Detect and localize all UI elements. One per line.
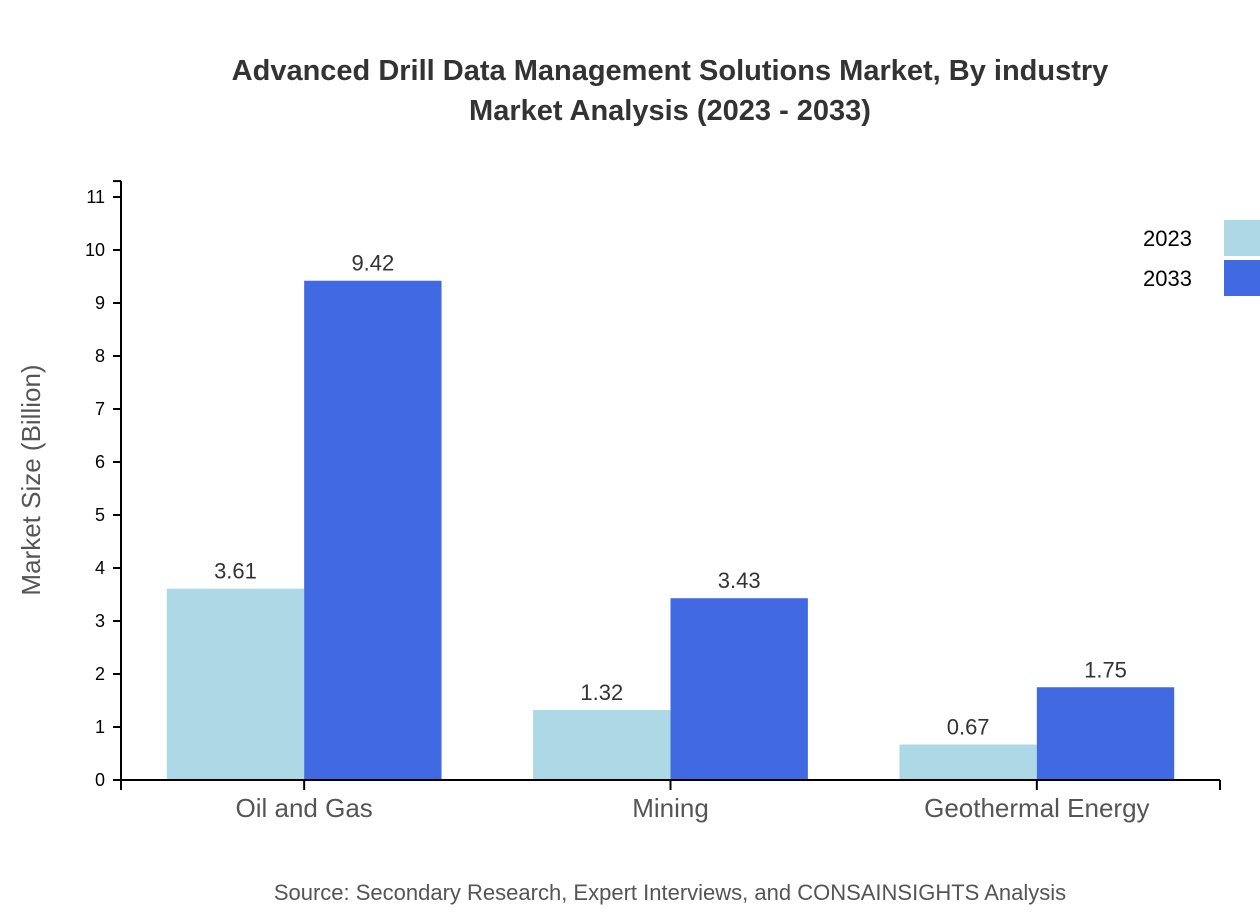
bar-value-label: 0.67 xyxy=(947,714,990,739)
bar-value-label: 9.42 xyxy=(351,251,394,276)
legend-swatch xyxy=(1224,220,1260,256)
x-axis: Oil and Gas Mining Geothermal Energy xyxy=(120,779,1221,823)
y-tick-label: 7 xyxy=(95,399,105,419)
y-tick-label: 1 xyxy=(95,717,105,737)
bar-value-label: 1.32 xyxy=(580,680,623,705)
bar-2033 xyxy=(304,280,442,780)
bar-value-label: 3.61 xyxy=(214,559,257,584)
legend-label: 2023 xyxy=(1143,226,1192,251)
bar-2023 xyxy=(899,744,1037,780)
bars-group: 3.61 9.42 1.32 3.43 0.67 1.75 xyxy=(166,251,1175,780)
x-tick-label: Geothermal Energy xyxy=(924,793,1149,823)
y-tick-label: 6 xyxy=(95,452,105,472)
x-tick-label: Mining xyxy=(632,793,709,823)
y-tick-label: 4 xyxy=(95,558,105,578)
y-tick-label: 10 xyxy=(85,240,105,260)
y-axis: 0 1 2 3 4 5 6 7 8 9 10 11 xyxy=(85,180,122,790)
bar-2033 xyxy=(1036,687,1175,780)
y-tick-label: 0 xyxy=(95,770,105,790)
bar-value-label: 3.43 xyxy=(718,568,761,593)
y-tick-label: 9 xyxy=(95,293,105,313)
y-axis-label: Market Size (Billion) xyxy=(16,364,46,595)
bar-value-label: 1.75 xyxy=(1084,657,1127,682)
bar-2033 xyxy=(670,598,808,780)
legend-label: 2033 xyxy=(1143,266,1192,291)
chart-subtitle: Market Analysis (2023 - 2033) xyxy=(469,95,871,127)
x-tick-label: Oil and Gas xyxy=(236,793,373,823)
y-tick-label: 2 xyxy=(95,664,105,684)
chart-title: Advanced Drill Data Management Solutions… xyxy=(232,55,1109,87)
legend: 2023 2033 xyxy=(1143,220,1260,296)
legend-swatch xyxy=(1224,260,1260,296)
y-tick-label: 8 xyxy=(95,346,105,366)
y-tick-label: 11 xyxy=(86,187,105,207)
source-note: Source: Secondary Research, Expert Inter… xyxy=(274,880,1066,905)
y-tick-label: 5 xyxy=(95,505,105,525)
y-tick-label: 3 xyxy=(95,611,105,631)
bar-2023 xyxy=(533,710,671,780)
bar-2023 xyxy=(166,588,305,780)
